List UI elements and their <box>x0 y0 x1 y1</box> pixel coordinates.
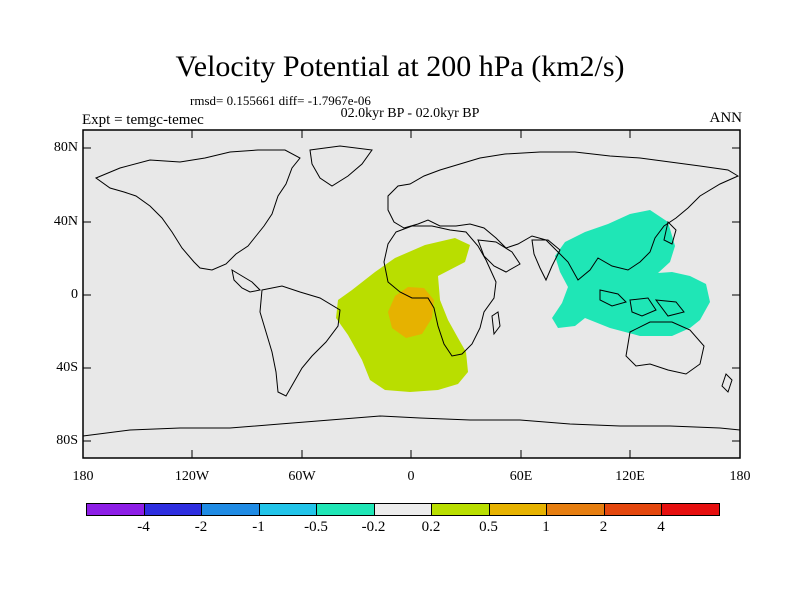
colorbar-label: -0.5 <box>304 519 328 535</box>
colorbar-label: -0.2 <box>361 519 386 535</box>
africa-positive-core-region <box>388 287 434 338</box>
lat-label-80n: 80N <box>53 140 78 155</box>
period-line: 02.0kyr BP - 02.0kyr BP <box>340 106 480 121</box>
colorbar-box <box>603 503 662 516</box>
chart-title: Velocity Potential at 200 hPa (km2/s) <box>175 50 625 83</box>
colorbar-label: 4 <box>657 519 665 535</box>
lon-label-120w: 120W <box>174 469 210 484</box>
lat-label-80s: 80S <box>56 433 78 448</box>
colorbar-label: 0.2 <box>421 519 441 535</box>
stats-line: rmsd= 0.155661 diff= -1.7967e-06 <box>190 93 371 108</box>
colorbar-label: -4 <box>137 519 150 535</box>
lon-label-180e: 180 <box>729 469 751 484</box>
lon-label-0: 0 <box>407 469 415 484</box>
colorbar-box <box>316 503 375 516</box>
lon-label-60w: 60W <box>288 469 316 484</box>
lat-label-40s: 40S <box>56 360 78 375</box>
colorbar-box <box>488 503 547 516</box>
coastlines <box>82 145 741 437</box>
colorbar-label: 1 <box>542 519 550 535</box>
lon-label-60e: 60E <box>509 469 533 484</box>
lat-label-0: 0 <box>71 287 78 302</box>
colorbar-label: -2 <box>194 519 208 535</box>
lat-ticks <box>83 147 740 442</box>
lat-label-40n: 40N <box>53 214 78 229</box>
colorbar-box <box>201 503 260 516</box>
colorbar-box <box>86 503 145 516</box>
lon-ticks <box>191 130 631 458</box>
colorbar-box <box>143 503 202 516</box>
colorbar-label: 2 <box>599 519 608 535</box>
lon-label-180w: 180 <box>72 469 94 484</box>
lon-label-120e: 120E <box>615 469 645 484</box>
colorbar-label: -1 <box>252 519 265 535</box>
colorbar-box <box>546 503 605 516</box>
season-label: ANN <box>709 110 743 126</box>
colorbar-box <box>258 503 317 516</box>
colorbar-box <box>431 503 490 516</box>
colorbar-label: 0.5 <box>479 519 498 535</box>
colorbar-box <box>373 503 432 516</box>
west-pacific-negative-region <box>552 210 710 336</box>
colorbar <box>86 503 720 516</box>
colorbar-box <box>661 503 720 516</box>
experiment-label: Expt = temgc-temec <box>82 112 204 128</box>
